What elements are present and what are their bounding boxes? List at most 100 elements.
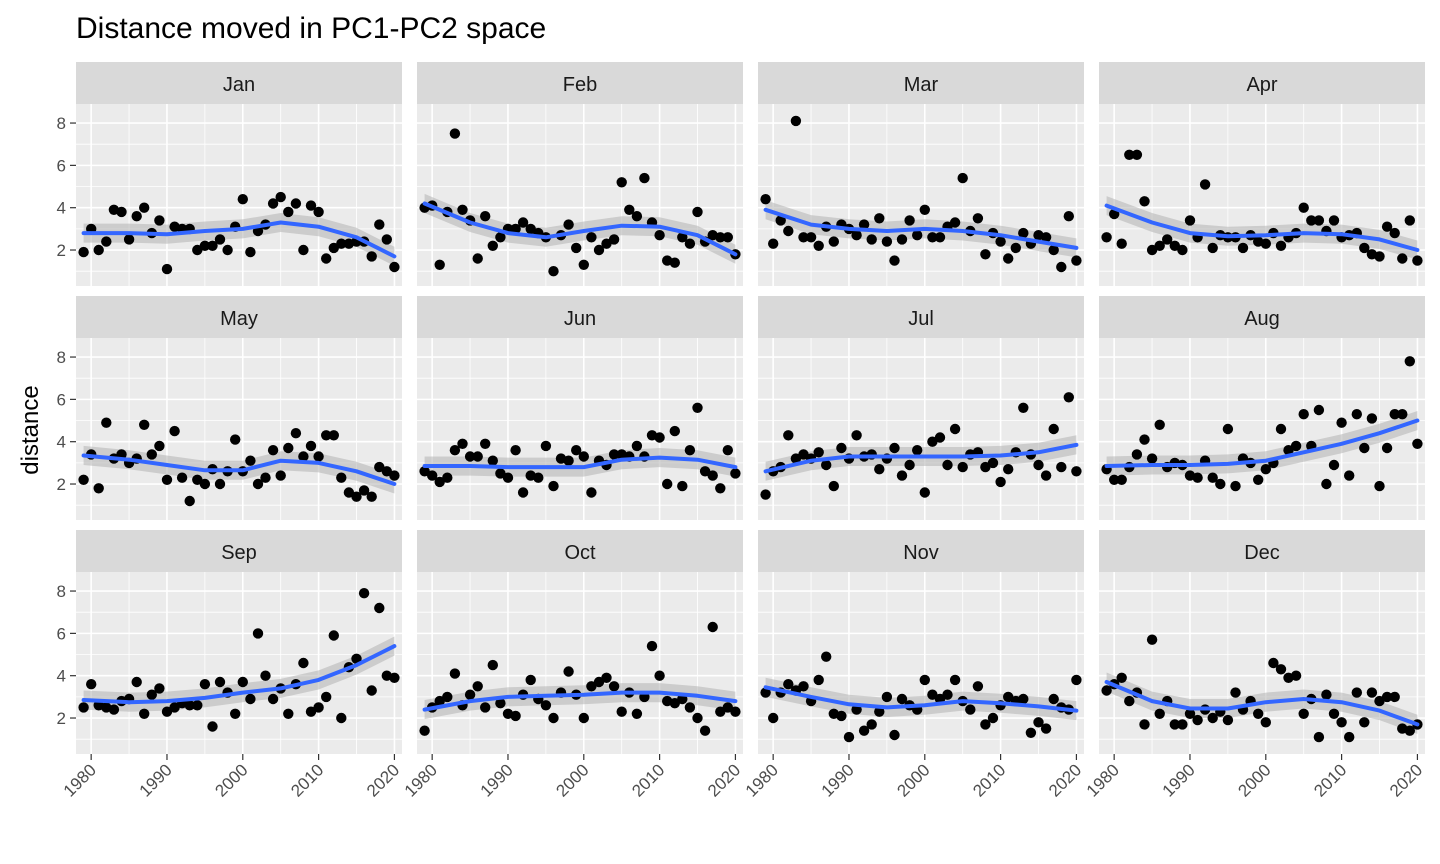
- data-point: [252, 478, 264, 490]
- data-point: [1146, 453, 1158, 464]
- data-point: [214, 234, 226, 245]
- data-point: [1177, 244, 1188, 256]
- data-point: [578, 259, 589, 270]
- facet-strip: [1099, 296, 1425, 338]
- data-point: [851, 230, 862, 241]
- data-point: [78, 702, 89, 713]
- data-point: [1306, 215, 1317, 226]
- data-point: [669, 425, 680, 437]
- smooth-trend-line: [81, 453, 397, 486]
- data-point: [86, 679, 97, 690]
- data-point: [548, 266, 559, 277]
- data-point: [328, 630, 339, 641]
- data-point: [1003, 464, 1014, 475]
- data-point: [487, 455, 498, 466]
- data-point: [154, 440, 165, 452]
- data-point: [934, 432, 946, 443]
- data-point: [1101, 232, 1112, 243]
- confidence-band: [1106, 196, 1418, 260]
- data-point: [601, 238, 612, 249]
- data-point: [692, 712, 703, 724]
- data-point: [1230, 480, 1241, 492]
- data-point: [972, 681, 984, 692]
- data-point: [184, 495, 195, 507]
- data-point: [843, 731, 855, 743]
- data-point: [858, 725, 870, 736]
- data-point: [78, 246, 89, 258]
- data-point: [207, 240, 218, 251]
- data-point: [1116, 474, 1127, 485]
- data-point: [1131, 449, 1143, 460]
- data-point: [571, 445, 582, 456]
- smooth-trend-line: [422, 455, 738, 470]
- data-point: [336, 472, 347, 483]
- facet-strip: [417, 296, 743, 338]
- data-point: [1253, 474, 1264, 485]
- data-point: [919, 204, 930, 215]
- data-point: [980, 719, 991, 730]
- data-point: [267, 198, 279, 209]
- data-point: [389, 261, 400, 273]
- data-point: [563, 455, 574, 466]
- data-point: [230, 434, 241, 445]
- y-tick-label: 6: [57, 390, 66, 409]
- facet-strip: [758, 62, 1084, 104]
- data-point: [374, 602, 385, 614]
- data-point: [108, 704, 120, 715]
- data-point: [366, 491, 377, 502]
- panel-background: [417, 104, 743, 286]
- data-point: [1154, 708, 1165, 719]
- data-point: [858, 219, 870, 230]
- data-point: [442, 691, 453, 703]
- smooth-trend-line: [1104, 203, 1420, 252]
- data-point: [260, 472, 271, 483]
- data-point: [1010, 242, 1021, 254]
- data-point: [1109, 474, 1120, 485]
- data-point: [389, 672, 400, 683]
- data-point: [934, 232, 946, 243]
- data-point: [366, 251, 377, 262]
- data-point: [1184, 708, 1196, 719]
- data-point: [980, 461, 991, 473]
- data-point: [1048, 423, 1059, 435]
- data-point: [874, 213, 885, 224]
- data-point: [601, 672, 612, 683]
- data-point: [472, 681, 483, 692]
- data-point: [1397, 253, 1408, 264]
- smooth-trend-line: [422, 201, 738, 257]
- data-point: [654, 670, 665, 681]
- data-point: [510, 710, 521, 722]
- data-point: [692, 402, 703, 413]
- data-point: [214, 676, 226, 688]
- data-point: [207, 721, 218, 732]
- data-point: [821, 651, 832, 662]
- data-point: [540, 700, 552, 711]
- data-point: [1071, 466, 1082, 477]
- data-point: [1351, 687, 1363, 698]
- data-point: [1071, 674, 1082, 686]
- facet-panel-jan: Jan 2 4 6 8: [57, 62, 402, 286]
- data-point: [1260, 238, 1272, 249]
- data-point: [192, 244, 203, 256]
- data-point: [949, 217, 961, 228]
- data-point: [608, 449, 620, 460]
- data-point: [1366, 687, 1378, 698]
- data-point: [131, 211, 142, 222]
- data-point: [1101, 685, 1112, 696]
- data-point: [927, 689, 938, 700]
- data-point: [1139, 434, 1150, 445]
- data-point: [624, 204, 635, 215]
- confidence-band: [424, 193, 736, 264]
- data-point: [662, 478, 673, 490]
- data-point: [646, 640, 658, 652]
- data-point: [912, 230, 923, 241]
- facet-strip: [1099, 530, 1425, 572]
- data-point: [957, 461, 968, 473]
- data-point: [245, 455, 256, 466]
- data-point: [366, 685, 377, 696]
- data-point: [1033, 717, 1044, 728]
- data-point: [275, 470, 286, 481]
- data-point: [374, 219, 385, 230]
- data-point: [912, 445, 923, 456]
